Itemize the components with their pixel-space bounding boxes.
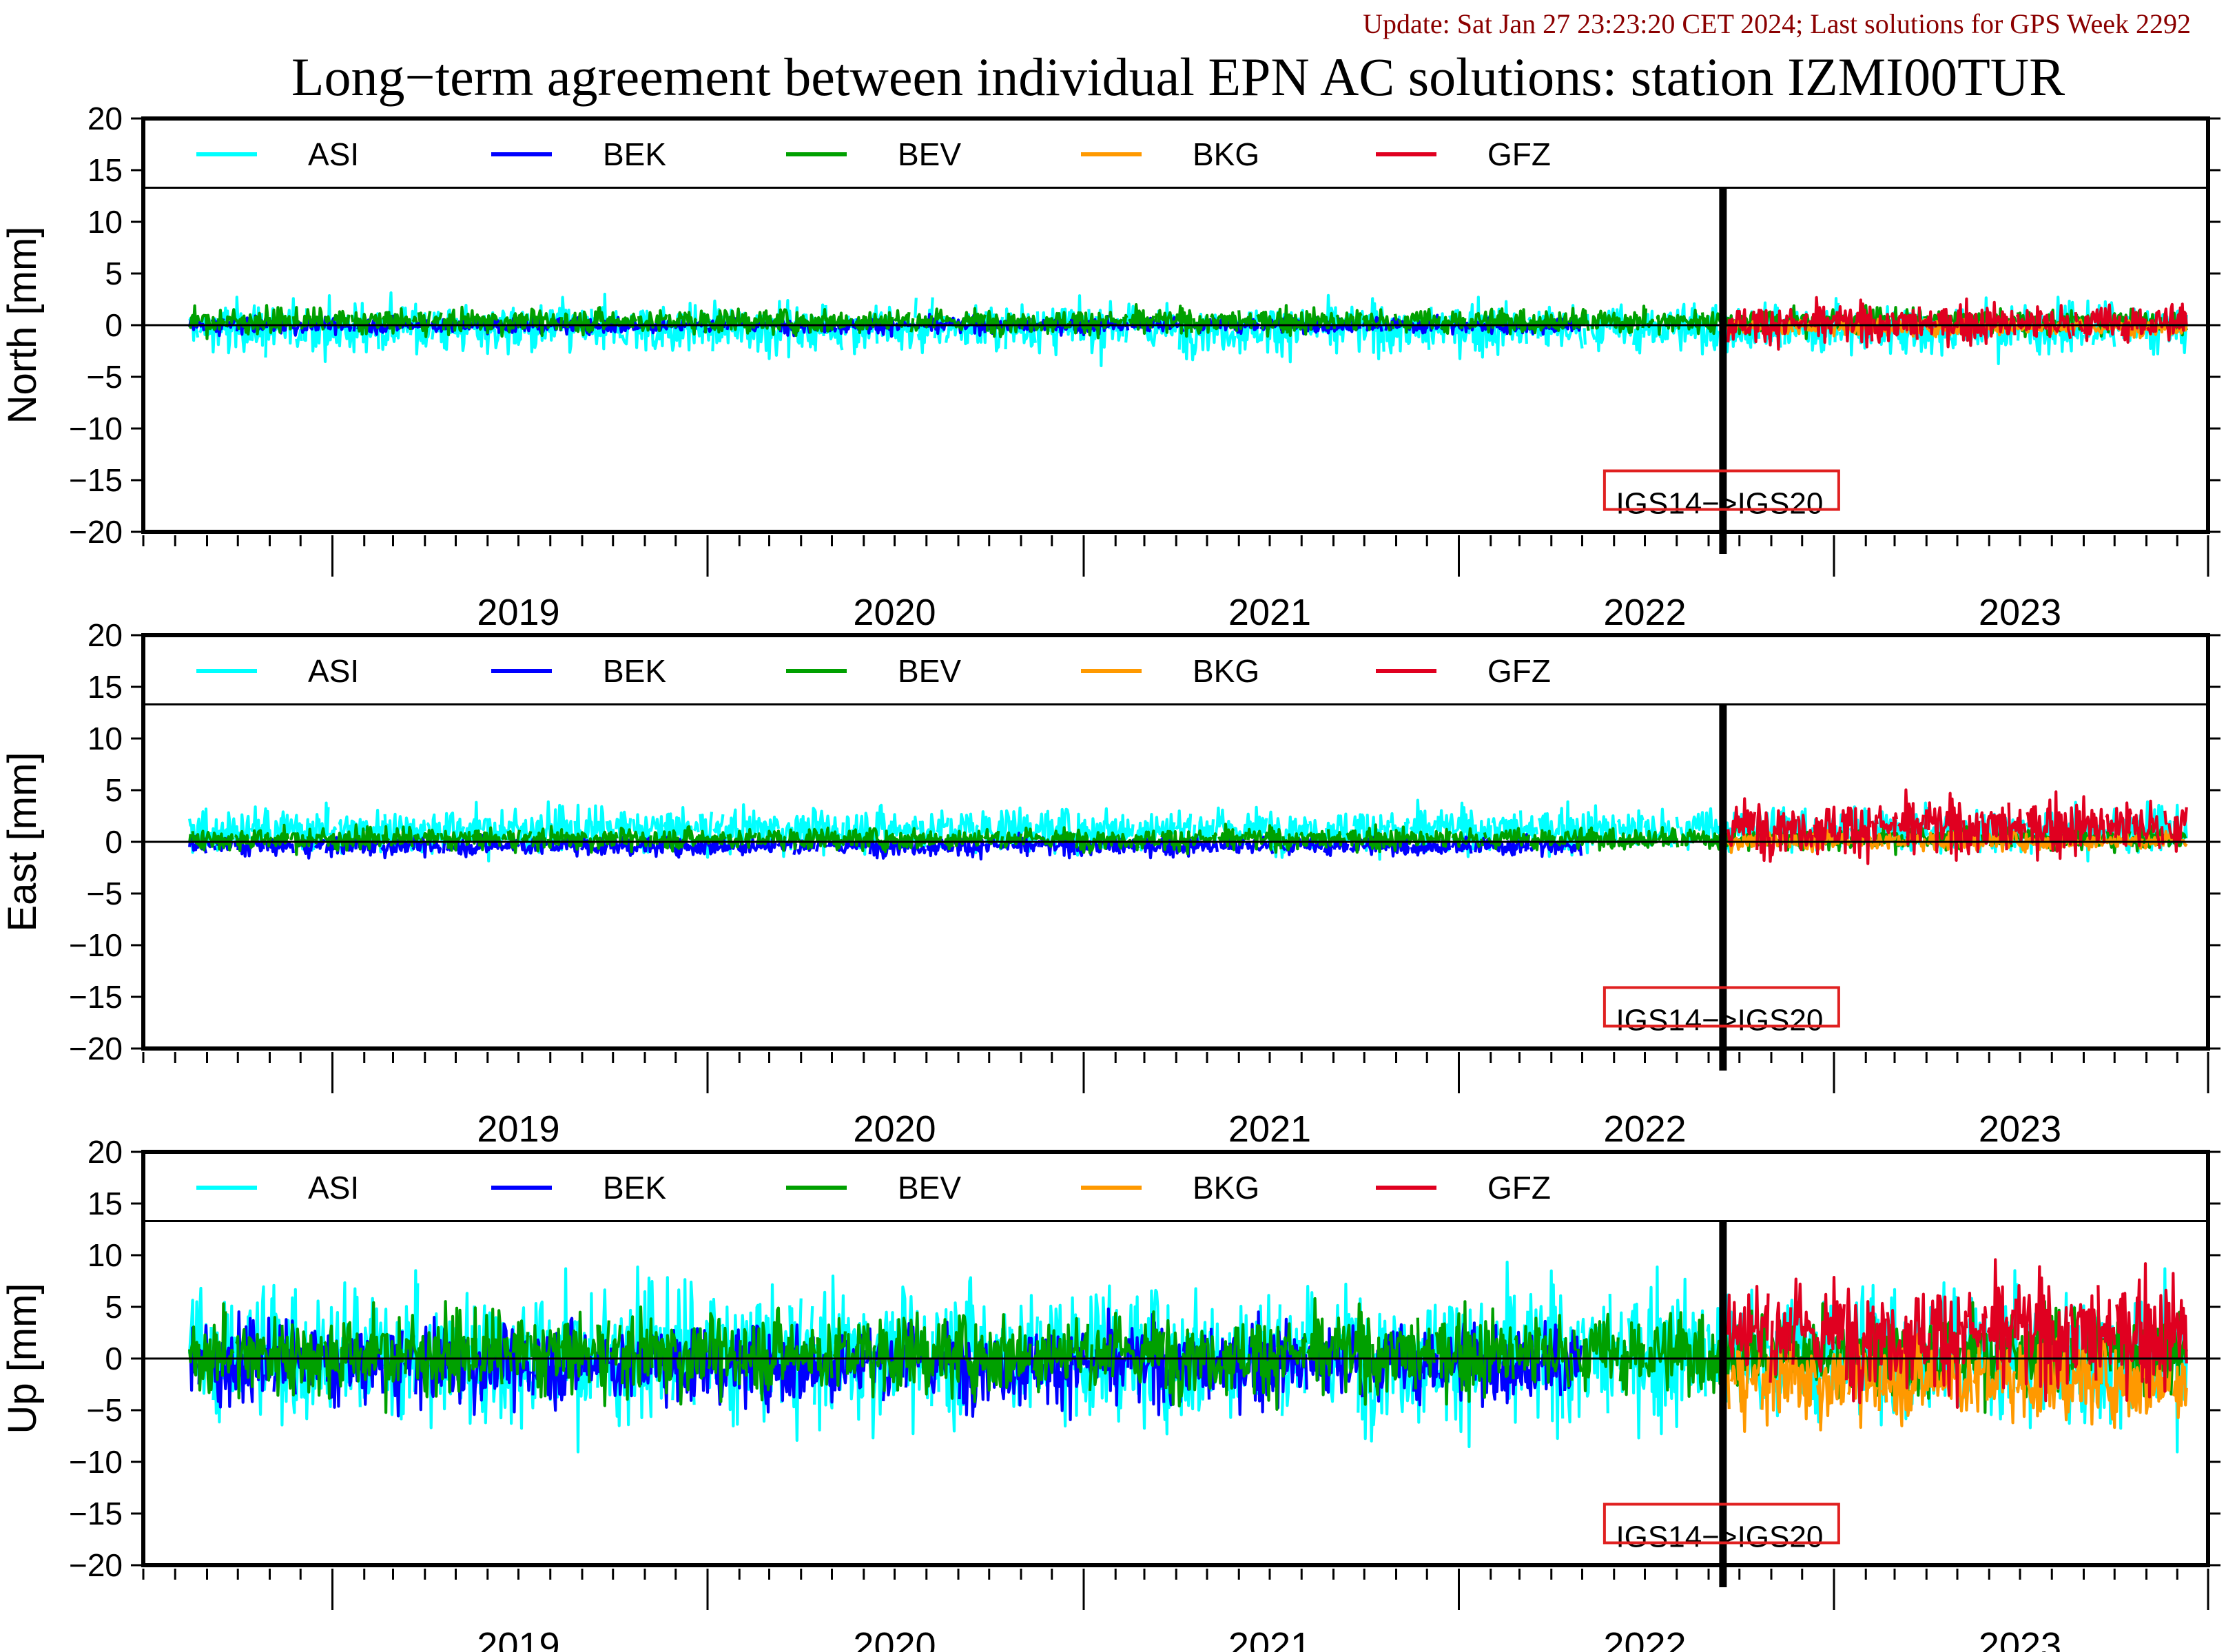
legend-label-bkg: BKG [1193,653,1259,689]
legend-label-bkg: BKG [1193,136,1259,172]
series-group [188,788,2188,865]
legend-label-bek: BEK [603,1170,666,1206]
legend-label-bek: BEK [603,136,666,172]
y-tick-label: 5 [105,1289,123,1325]
panel-2: IGS14−>IGS20 20 15 10 5 0 −5 −10 −15 −20 East [mm]… [0,617,2220,1150]
series-group [188,291,2188,367]
year-label: 2019 [477,1108,559,1150]
year-label: 2023 [1979,592,2061,633]
year-label: 2022 [1603,1108,1686,1150]
year-label: 2021 [1228,1108,1311,1150]
year-label: 2021 [1228,1625,1311,1652]
y-tick-label: −15 [69,462,123,498]
y-tick-label: 20 [87,617,123,653]
y-tick-label: −10 [69,1444,123,1480]
reference-annotation: IGS14−>IGS20 [1616,1520,1823,1554]
y-tick-label: 10 [87,721,123,756]
legend-bg [145,121,2206,186]
y-tick-label: −10 [69,411,123,446]
legend-label-bkg: BKG [1193,1170,1259,1206]
y-tick-label: 0 [105,1341,123,1376]
legend-label-gfz: GFZ [1487,653,1551,689]
y-tick-label: 0 [105,824,123,860]
y-tick-label: 10 [87,1237,123,1273]
year-label: 2021 [1228,592,1311,633]
series-group [188,1258,2188,1454]
reference-annotation: IGS14−>IGS20 [1616,1004,1823,1037]
panel-1: IGS14−>IGS20 20 15 10 5 0 −5 −10 −15 −20 North [mm… [0,101,2220,633]
panel-3: IGS14−>IGS20 20 15 10 5 0 −5 −10 −15 −20 Up [mm] AS… [0,1134,2220,1652]
y-tick-label: 0 [105,307,123,343]
y-tick-label: −5 [87,359,123,395]
year-label: 2020 [853,592,936,633]
y-tick-label: −5 [87,1392,123,1428]
y-tick-label: 10 [87,204,123,240]
y-axis-label: Up [mm] [0,1283,45,1434]
year-label: 2022 [1603,1625,1686,1652]
series-gfz [1727,296,2188,351]
y-axis-label: North [mm] [0,227,45,424]
update-text: Update: Sat Jan 27 23:23:20 CET 2024; La… [1363,8,2191,39]
reference-annotation: IGS14−>IGS20 [1616,487,1823,521]
annotation-box [1602,469,1840,511]
panels: IGS14−>IGS20 20 15 10 5 0 −5 −10 −15 −20 North [mm… [0,101,2220,1652]
y-tick-label: −15 [69,1496,123,1531]
series-gfz [1727,788,2188,865]
legend-label-asi: ASI [308,1170,359,1206]
legend-bg [145,637,2206,703]
y-axis-label: East [mm] [0,752,45,931]
y-tick-label: 5 [105,772,123,808]
y-tick-label: −20 [69,1031,123,1066]
legend-label-gfz: GFZ [1487,136,1551,172]
y-tick-label: −10 [69,927,123,963]
year-label: 2023 [1979,1625,2061,1652]
y-tick-label: 15 [87,1186,123,1221]
year-label: 2019 [477,1625,559,1652]
legend-label-bev: BEV [898,653,961,689]
legend-label-asi: ASI [308,136,359,172]
year-label: 2022 [1603,592,1686,633]
y-tick-label: 20 [87,1134,123,1170]
year-label: 2020 [853,1625,936,1652]
y-tick-label: −20 [69,514,123,550]
y-tick-label: −20 [69,1547,123,1583]
y-tick-label: −15 [69,979,123,1015]
y-tick-label: 5 [105,256,123,291]
annotation-box [1602,986,1840,1028]
annotation-box [1602,1503,1840,1545]
y-tick-label: −5 [87,876,123,911]
chart-title: Long−term agreement between individual E… [291,47,2065,107]
year-label: 2023 [1979,1108,2061,1150]
y-tick-label: 15 [87,669,123,705]
year-label: 2019 [477,592,559,633]
legend-label-asi: ASI [308,653,359,689]
y-tick-label: 20 [87,101,123,136]
legend-label-bev: BEV [898,136,961,172]
legend-label-bev: BEV [898,1170,961,1206]
year-label: 2020 [853,1108,936,1150]
legend-label-bek: BEK [603,653,666,689]
legend-label-gfz: GFZ [1487,1170,1551,1206]
legend-bg [145,1154,2206,1219]
y-tick-label: 15 [87,152,123,188]
